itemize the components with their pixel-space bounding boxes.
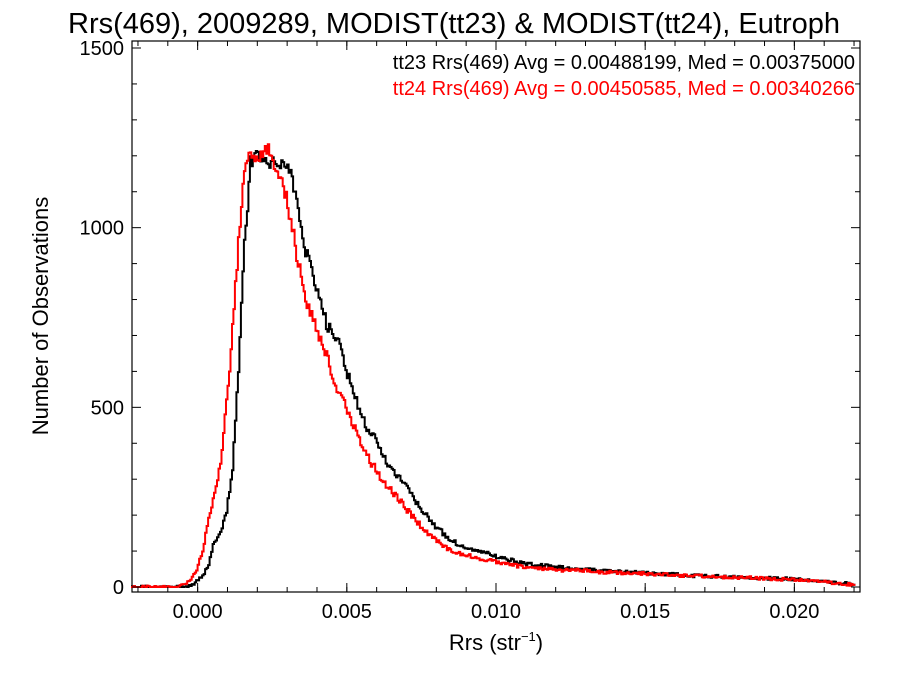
x-tick-label: 0.005 — [322, 601, 372, 623]
y-tick-label: 1000 — [80, 218, 125, 240]
series-layer — [131, 143, 856, 588]
y-tick-label: 500 — [91, 397, 124, 419]
x-axis: 0.000 0.005 0.010 0.015 0.020 — [137, 41, 855, 623]
x-tick-label: 0.010 — [471, 601, 521, 623]
x-tick-label: 0.015 — [620, 601, 670, 623]
chart-title: Rrs(469), 2009289, MODIST(tt23) & MODIST… — [68, 8, 840, 40]
y-tick-label: 0 — [113, 577, 124, 599]
y-tick-label: 1500 — [80, 38, 125, 60]
x-tick-label: 0.000 — [173, 601, 223, 623]
y-axis-label: Number of Observations — [28, 197, 53, 435]
y-axis: 0 500 1000 1500 — [80, 38, 860, 599]
series-line-tt24 — [131, 143, 856, 588]
annotation-line-1: tt23 Rrs(469) Avg = 0.00488199, Med = 0.… — [393, 52, 855, 74]
x-axis-label-main: Rrs (str — [449, 630, 521, 655]
annotation-line-2: tt24 Rrs(469) Avg = 0.00450585, Med = 0.… — [393, 78, 855, 100]
x-axis-label: Rrs (str−1) — [449, 629, 543, 655]
chart-annotations: tt23 Rrs(469) Avg = 0.00488199, Med = 0.… — [393, 52, 855, 100]
x-axis-label-superscript: −1 — [521, 629, 536, 644]
x-tick-label: 0.020 — [769, 601, 819, 623]
x-axis-label-close: ) — [536, 630, 543, 655]
